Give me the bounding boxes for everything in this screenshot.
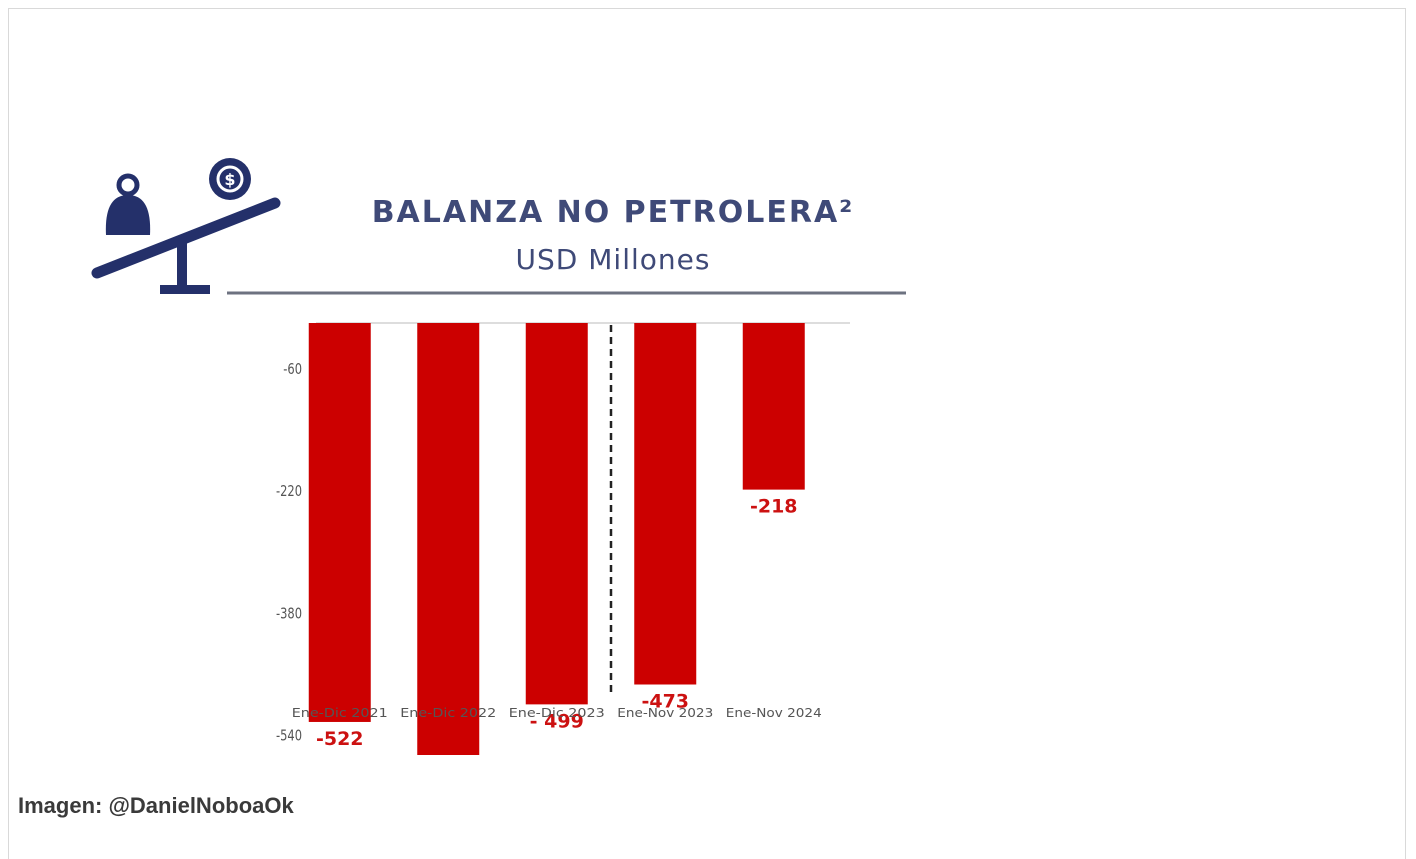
- balance-scale-icon: $: [91, 158, 281, 294]
- bar: [417, 323, 480, 755]
- bar-value-label: -522: [316, 728, 364, 750]
- bar-value-label: -473: [641, 691, 689, 713]
- x-tick-label: Ene-Nov 2023: [617, 706, 713, 720]
- image-credit-caption: Imagen: @DanielNoboaOk: [18, 793, 294, 818]
- x-tick-label: Ene-Dic 2022: [400, 706, 496, 720]
- bar: [742, 323, 805, 490]
- bar-value-label: - 499: [530, 710, 584, 732]
- bar: [525, 323, 588, 705]
- chart-subtitle: USD Millones: [515, 243, 711, 276]
- bar: [308, 323, 371, 722]
- y-tick-label: -220: [276, 483, 302, 500]
- x-tick-label: Ene-Dic 2023: [509, 706, 605, 720]
- bar: [634, 323, 697, 685]
- chart-title: BALANZA NO PETROLERA²: [371, 195, 855, 230]
- bar-value-label: -218: [750, 496, 798, 518]
- y-tick-label: -540: [276, 728, 302, 745]
- y-tick-label: -60: [283, 361, 302, 378]
- x-tick-label: Ene-Dic 2021: [292, 706, 388, 720]
- x-tick-label: Ene-Nov 2024: [726, 706, 822, 720]
- y-tick-label: -380: [276, 605, 302, 622]
- svg-text:$: $: [224, 170, 235, 189]
